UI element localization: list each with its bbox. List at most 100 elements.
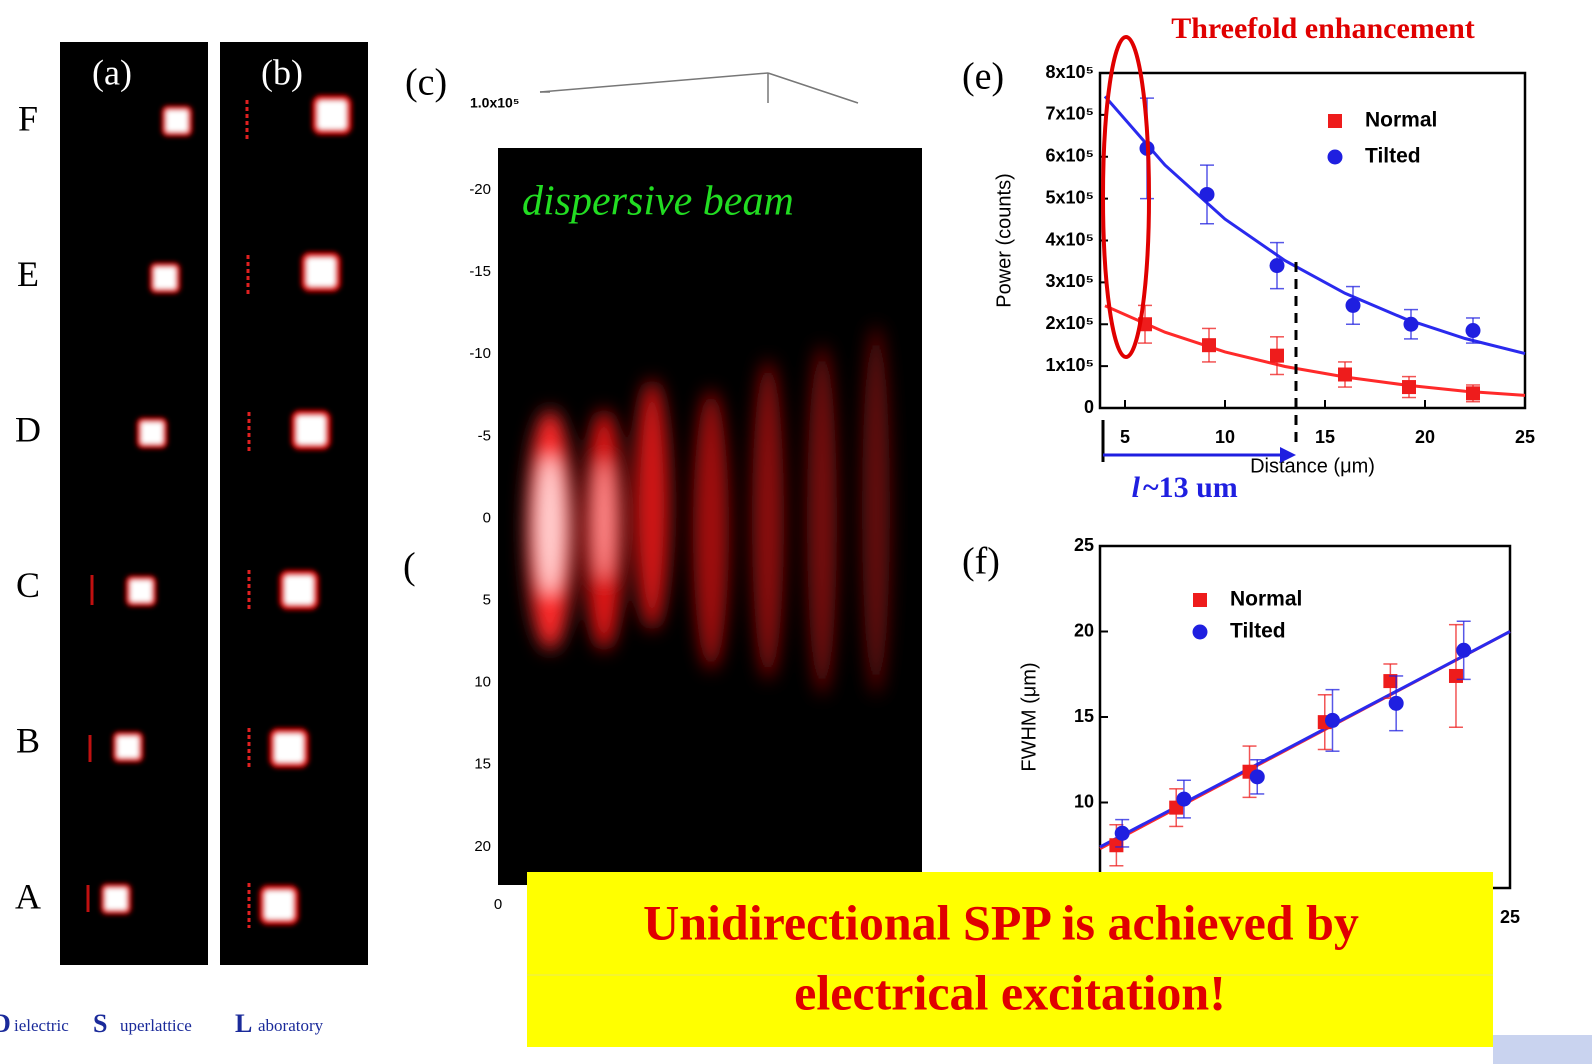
charts: (e) 0 1x10⁵ 2x10⁵ 3x10⁵ 4x10⁵ 5x10⁵ 6x10⁵ 7x10⁵ 8… — [962, 56, 1535, 927]
fit-line — [1099, 630, 1511, 849]
y-tick-label: 20 — [1074, 620, 1094, 640]
callout-text: electrical excitation! — [794, 964, 1226, 1020]
x-axis-label: Distance (μm) — [1250, 455, 1375, 477]
fringe-core — [595, 460, 613, 580]
callout-text: Unidirectional SPP is achieved by — [643, 894, 1359, 950]
marker — [1269, 258, 1285, 274]
marker — [1199, 186, 1215, 202]
axis-tick-label: -10 — [469, 345, 491, 362]
y-tick-label: 7x10⁵ — [1046, 104, 1095, 124]
y-tick-label: 6x10⁵ — [1046, 146, 1095, 166]
marker — [1324, 712, 1340, 728]
panel-b-image — [220, 42, 368, 965]
fringe — [634, 380, 670, 630]
marker — [1109, 838, 1124, 853]
legend-label: Normal — [1365, 109, 1437, 132]
marker — [1345, 297, 1361, 313]
highlight-ellipse — [1101, 35, 1151, 359]
callout-box — [527, 872, 1493, 1047]
marker — [1388, 695, 1404, 711]
marker — [1270, 348, 1284, 363]
row-label: B — [16, 721, 40, 761]
footer-word: uperlattice — [120, 1016, 192, 1035]
spot — [125, 575, 157, 607]
spot — [136, 417, 168, 449]
perspective-frame — [539, 72, 859, 104]
axis-tick-label: 1.0x10⁵ — [470, 95, 519, 111]
y-tick-label: 15 — [1074, 706, 1094, 726]
axis-tick-label: 10 — [474, 674, 491, 691]
beam-image — [498, 148, 922, 885]
marker — [1202, 338, 1216, 353]
x-tick-label: 25 — [1500, 907, 1520, 927]
fit-line — [1104, 304, 1526, 397]
axis-tick-label: 20 — [474, 838, 491, 855]
spot — [279, 570, 319, 610]
legend-label: Tilted — [1365, 145, 1421, 168]
fringe — [807, 345, 837, 695]
marker — [1383, 674, 1398, 689]
marker — [1456, 642, 1472, 658]
footer-word: ielectric — [14, 1016, 69, 1035]
fit-line — [1103, 95, 1526, 356]
annotation: dispersive beam — [522, 179, 794, 225]
axis-tick-label: 5 — [483, 591, 491, 608]
panel-label: (b) — [261, 52, 303, 92]
panel-label: (e) — [962, 56, 1004, 98]
fringe — [693, 390, 729, 670]
marker — [1114, 825, 1130, 841]
axis-tick-label: -5 — [478, 427, 491, 444]
y-tick-label: 4x10⁵ — [1046, 229, 1095, 249]
corner-band — [1493, 1035, 1592, 1064]
x-tick-label: 10 — [1215, 427, 1235, 447]
legend-marker — [1327, 149, 1343, 165]
y-tick-label: 0 — [1084, 397, 1094, 417]
footer-word: aboratory — [258, 1016, 324, 1035]
legend-marker — [1192, 624, 1208, 640]
annotation: Threefold enhancement — [1171, 12, 1475, 45]
marker — [1465, 323, 1481, 339]
marker — [1466, 386, 1480, 401]
legend-label: Normal — [1230, 588, 1302, 611]
panel-label: (c) — [405, 62, 447, 104]
x-tick-label: 15 — [1315, 427, 1335, 447]
fringe — [862, 325, 890, 695]
footer-initial: S — [93, 1009, 107, 1038]
spot — [269, 728, 309, 768]
length-label: ~13 um — [1143, 471, 1238, 504]
strip — [220, 42, 368, 965]
y-tick-label: 8x10⁵ — [1046, 62, 1095, 82]
legend-marker — [1193, 593, 1207, 607]
spot — [161, 105, 193, 137]
marker — [1403, 316, 1419, 332]
spot — [291, 410, 331, 450]
y-tick-label: 3x10⁵ — [1046, 271, 1095, 291]
strip — [60, 42, 208, 965]
x-tick-label: 5 — [1120, 427, 1130, 447]
axis-tick-label: -20 — [469, 181, 491, 198]
panel-label: ( — [403, 546, 416, 588]
spot — [112, 731, 144, 763]
footer-initial: D — [0, 1009, 11, 1038]
marker — [1338, 367, 1352, 382]
axis-tick-label: 0 — [494, 896, 502, 913]
x-tick-label: 20 — [1415, 427, 1435, 447]
y-axis-label: FWHM (μm) — [1018, 662, 1040, 771]
spot — [149, 262, 181, 294]
panel-a-image — [60, 42, 208, 965]
axis-tick-label: 0 — [483, 509, 491, 526]
marker — [1402, 380, 1416, 395]
y-tick-label: 5x10⁵ — [1046, 187, 1095, 207]
spot — [301, 252, 341, 292]
marker — [1176, 791, 1192, 807]
arrow-head — [1280, 447, 1296, 463]
y-tick-label: 10 — [1074, 791, 1094, 811]
marker — [1249, 769, 1265, 785]
fringe-core — [536, 455, 564, 595]
x-tick-label: 25 — [1515, 427, 1535, 447]
row-label: D — [15, 409, 41, 449]
y-tick-label: 1x10⁵ — [1046, 355, 1095, 375]
footer-initial: L — [235, 1009, 252, 1038]
